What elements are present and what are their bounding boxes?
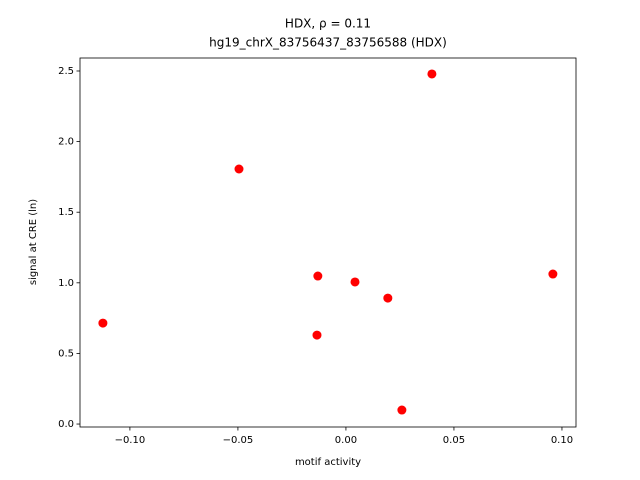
- y-tick-label: 0.5: [58, 348, 74, 359]
- point: [427, 69, 437, 79]
- point: [312, 330, 322, 340]
- point: [548, 269, 558, 279]
- x-tick-label: 0.05: [443, 435, 465, 446]
- y-tick-label: 1.5: [58, 207, 74, 218]
- point: [383, 293, 393, 303]
- x-tick-label: −0.05: [223, 435, 254, 446]
- x-tick-label: −0.10: [115, 435, 146, 446]
- point: [313, 271, 323, 281]
- plot-frame: [79, 57, 577, 428]
- point: [98, 318, 108, 328]
- x-axis-label: motif activity: [295, 457, 361, 468]
- chart-subtitle: hg19_chrX_83756437_83756588 (HDX): [209, 36, 447, 50]
- y-tick-label: 2.5: [58, 66, 74, 77]
- y-tick-label: 2.0: [58, 137, 74, 148]
- y-tick-label: 1.0: [58, 278, 74, 289]
- y-tick-label: 0.0: [58, 419, 74, 430]
- chart-title: HDX, ρ = 0.11: [285, 17, 371, 31]
- x-tick-label: 0.10: [551, 435, 573, 446]
- point: [350, 277, 360, 287]
- x-tick-label: 0.00: [335, 435, 357, 446]
- y-axis-label: signal at CRE (ln): [28, 199, 39, 285]
- point: [397, 405, 407, 415]
- point: [234, 164, 244, 174]
